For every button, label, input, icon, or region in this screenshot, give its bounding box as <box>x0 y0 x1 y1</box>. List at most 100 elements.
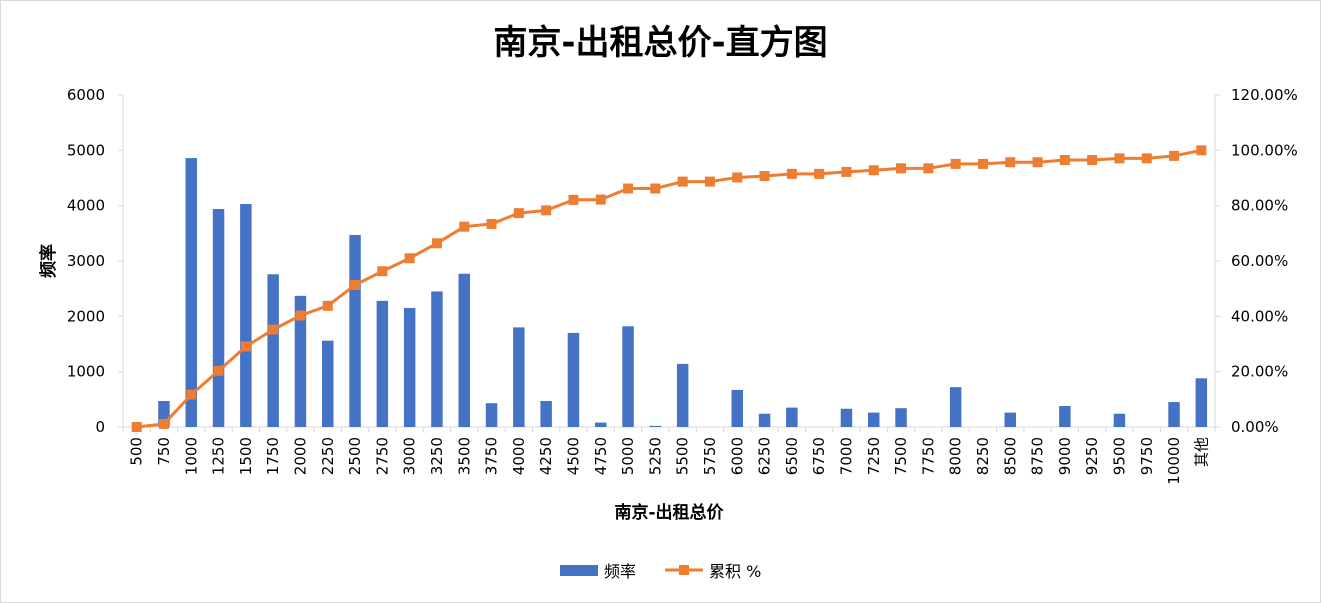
bar <box>840 408 853 427</box>
bar <box>1059 405 1071 427</box>
chart-title: 南京-出租总价-直方图 <box>493 23 828 63</box>
y2-tick-label: 120.00% <box>1231 86 1298 104</box>
y2-tick-label: 0.00% <box>1231 418 1279 436</box>
x-tick-label: 10000 <box>1165 437 1183 485</box>
line-point <box>268 324 279 335</box>
line-point <box>1169 150 1180 161</box>
bar <box>595 422 607 427</box>
x-tick-label: 9000 <box>1056 437 1074 475</box>
x-tick-label: 6000 <box>728 437 746 475</box>
x-tick-label: 4750 <box>592 437 610 475</box>
line-point <box>513 208 524 219</box>
line-point <box>568 194 579 205</box>
line-point <box>786 168 797 179</box>
y-tick-label: 3000 <box>67 252 105 270</box>
bar <box>786 407 798 427</box>
y-tick-label: 2000 <box>67 307 105 325</box>
legend: 频率 累积 % <box>560 562 761 581</box>
cumulative-line <box>136 148 1202 429</box>
line-point <box>977 158 988 169</box>
y-tick-label: 0 <box>95 418 105 436</box>
bar <box>485 403 498 427</box>
bar <box>868 412 880 427</box>
tick-labels: 0 1000 2000 3000 4000 5000 6000 0.00% 20.00% 40.0… <box>67 86 1298 485</box>
y2-tick-label: 80.00% <box>1231 197 1288 215</box>
x-tick-label: 7750 <box>919 437 937 475</box>
x-tick-label: 6250 <box>756 437 774 475</box>
bar <box>376 300 389 427</box>
line-point <box>240 341 251 352</box>
x-tick-label: 8000 <box>947 437 965 475</box>
bar <box>240 204 252 427</box>
line-point <box>186 389 197 400</box>
line-point <box>377 266 388 277</box>
line-point <box>1059 155 1070 166</box>
bar <box>158 400 170 427</box>
line-point <box>295 310 306 321</box>
y-axis-title: 频率 <box>38 244 59 278</box>
x-tick-label: 1000 <box>182 437 200 475</box>
legend-bar-label: 频率 <box>604 562 636 581</box>
bar <box>403 308 416 427</box>
line-point <box>841 166 852 177</box>
line-point <box>431 238 442 249</box>
bar <box>1004 412 1016 427</box>
line-point <box>595 194 606 205</box>
line-point <box>1114 153 1125 164</box>
bar <box>540 400 552 427</box>
x-tick-label: 9750 <box>1138 437 1156 475</box>
x-tick-label: 7500 <box>892 437 910 475</box>
line-point <box>704 176 715 187</box>
line-point <box>1005 157 1016 168</box>
x-tick-label: 8500 <box>1001 437 1019 475</box>
line-point <box>486 218 497 229</box>
line-point <box>158 418 169 429</box>
line-point <box>677 176 688 187</box>
x-tick-label: 2000 <box>291 437 309 475</box>
bar <box>1168 402 1180 427</box>
x-tick-label: 5000 <box>619 437 637 475</box>
bar <box>567 332 580 427</box>
x-tick-label: 3250 <box>428 437 446 475</box>
x-tick-label: 9250 <box>1083 437 1101 475</box>
bar <box>513 327 525 427</box>
x-tick-label: 3750 <box>483 437 501 475</box>
x-tick-label: 6750 <box>810 437 828 475</box>
legend-bar-swatch <box>560 565 598 576</box>
x-tick-label: 750 <box>155 437 173 466</box>
bar <box>1195 378 1208 427</box>
line-point <box>868 165 879 176</box>
bar <box>949 387 962 427</box>
y2-tick-label: 40.00% <box>1231 307 1288 325</box>
x-tick-label: 4250 <box>537 437 555 475</box>
bar <box>294 295 307 427</box>
x-tick-label: 7250 <box>865 437 883 475</box>
line-point <box>650 183 661 194</box>
line-point <box>404 253 415 264</box>
line-point <box>1032 157 1043 168</box>
bar-series <box>158 158 1208 427</box>
bar <box>431 291 443 427</box>
x-tick-label: 4500 <box>564 437 582 475</box>
bar <box>758 413 771 427</box>
x-tick-label: 2750 <box>373 437 391 475</box>
y-tick-label: 5000 <box>67 141 105 159</box>
x-tick-label: 4000 <box>510 437 528 475</box>
line-point <box>732 172 743 183</box>
x-tick-label: 8250 <box>974 437 992 475</box>
line-point <box>131 422 142 432</box>
y-tick-label: 6000 <box>67 86 105 104</box>
line-point <box>1087 155 1098 166</box>
x-tick-label: 2500 <box>346 437 364 475</box>
bar <box>185 158 197 427</box>
x-tick-label: 5750 <box>701 437 719 475</box>
bar <box>622 326 634 427</box>
line-point <box>541 205 552 216</box>
line-point <box>759 171 770 182</box>
line-point <box>322 300 333 311</box>
bar <box>322 340 334 427</box>
x-tick-label: 3500 <box>455 437 473 475</box>
x-tick-label: 1250 <box>210 437 228 475</box>
bar <box>267 274 279 427</box>
